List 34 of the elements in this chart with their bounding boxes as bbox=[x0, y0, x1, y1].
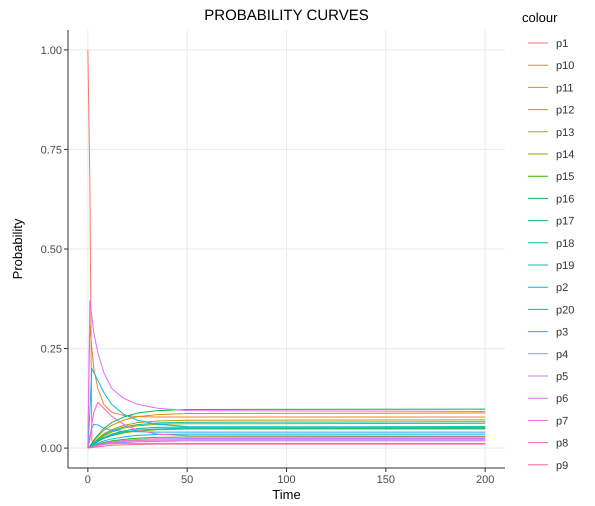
y-tick-label: 0.25 bbox=[40, 344, 62, 356]
x-tick-label: 200 bbox=[476, 474, 494, 486]
legend-label: p20 bbox=[556, 304, 574, 316]
legend-label: p11 bbox=[556, 82, 574, 94]
legend-label: p9 bbox=[556, 460, 568, 472]
legend-label: p10 bbox=[556, 60, 574, 72]
legend-label: p4 bbox=[556, 348, 568, 361]
x-tick-label: 50 bbox=[181, 474, 194, 486]
legend-label: p12 bbox=[556, 104, 574, 117]
legend-label: p14 bbox=[556, 149, 574, 161]
legend-title: colour bbox=[522, 10, 558, 25]
y-tick-label: 0.00 bbox=[40, 443, 62, 456]
y-tick-label: 0.75 bbox=[40, 144, 62, 156]
legend-label: p17 bbox=[556, 216, 574, 228]
legend-label: p13 bbox=[556, 126, 574, 139]
legend-label: p15 bbox=[556, 171, 574, 184]
y-tick-label: 0.50 bbox=[40, 244, 62, 256]
y-axis-title: Probability bbox=[10, 218, 25, 280]
legend-label: p16 bbox=[556, 193, 574, 206]
x-tick-label: 150 bbox=[376, 474, 395, 486]
y-tick-label: 1.00 bbox=[40, 44, 62, 57]
legend-label: p1 bbox=[556, 38, 568, 50]
legend-label: p2 bbox=[556, 282, 568, 294]
x-axis-title: Time bbox=[272, 487, 301, 502]
legend-label: p3 bbox=[556, 326, 568, 339]
chart-title: PROBABILITY CURVES bbox=[204, 7, 369, 24]
legend-label: p19 bbox=[556, 260, 574, 272]
x-tick-label: 0 bbox=[84, 474, 91, 486]
legend-label: p6 bbox=[556, 393, 568, 406]
x-tick-label: 100 bbox=[277, 474, 296, 486]
legend-label: p7 bbox=[556, 415, 568, 428]
legend-label: p5 bbox=[556, 371, 568, 383]
legend-label: p18 bbox=[556, 238, 574, 250]
legend-label: p8 bbox=[556, 438, 568, 450]
